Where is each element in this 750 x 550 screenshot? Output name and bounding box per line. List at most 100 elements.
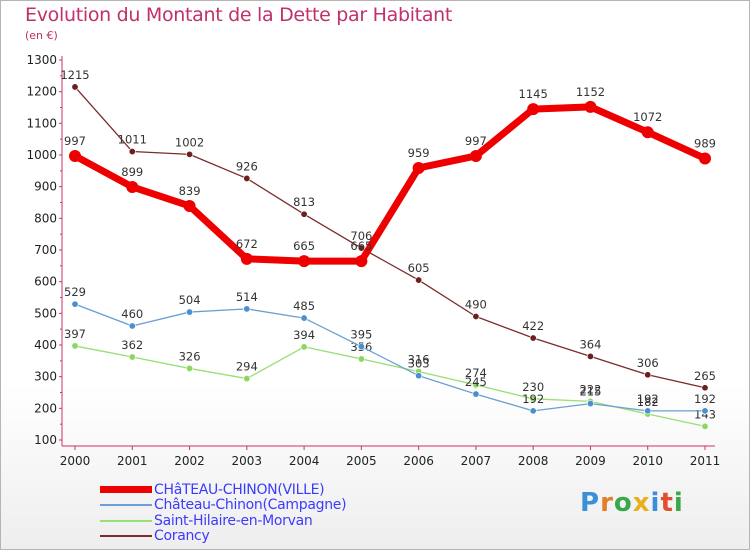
- data-point: [472, 312, 480, 320]
- y-tick-label: 400: [34, 338, 57, 352]
- x-tick-label: 2007: [461, 454, 492, 468]
- data-point: [469, 149, 482, 162]
- data-point: [355, 255, 368, 268]
- data-label: 989: [694, 136, 716, 150]
- data-label: 192: [522, 392, 544, 406]
- data-label: 997: [64, 134, 86, 148]
- data-label: 303: [408, 357, 430, 371]
- data-label: 395: [350, 328, 372, 342]
- data-point: [243, 305, 251, 313]
- data-point: [71, 83, 79, 91]
- x-tick-label: 2003: [232, 454, 263, 468]
- data-point: [472, 381, 480, 389]
- data-label: 316: [408, 353, 430, 367]
- data-point: [128, 148, 136, 156]
- data-label: 1072: [633, 110, 662, 124]
- logo-letter: i: [650, 488, 661, 518]
- data-label: 529: [64, 285, 86, 299]
- data-label: 215: [579, 385, 601, 399]
- logo-letter: i: [673, 488, 684, 518]
- x-tick-label: 2001: [117, 454, 148, 468]
- data-label: 1011: [118, 133, 147, 147]
- data-label: 1002: [175, 135, 204, 149]
- data-point: [243, 174, 251, 182]
- y-tick-label: 800: [34, 211, 57, 225]
- data-point: [243, 375, 251, 383]
- data-label: 926: [236, 159, 258, 173]
- data-label: 265: [694, 369, 716, 383]
- x-tick-label: 2000: [60, 454, 91, 468]
- data-point: [644, 407, 652, 415]
- data-point: [586, 400, 594, 408]
- legend-label: CHâTEAU-CHINON(VILLE): [154, 481, 325, 498]
- legend-item: Château-Chinon(Campagne): [100, 497, 347, 514]
- data-label: 182: [637, 395, 659, 409]
- logo-letter: x: [632, 488, 651, 518]
- data-point: [357, 244, 365, 252]
- data-label: 605: [408, 261, 430, 275]
- legend-swatch: [100, 504, 152, 507]
- data-point: [472, 390, 480, 398]
- series-line-0: [71, 103, 709, 265]
- y-tick-label: 1300: [26, 53, 57, 67]
- data-label: 364: [579, 337, 601, 351]
- data-point: [412, 161, 425, 174]
- data-label: 665: [350, 239, 372, 253]
- data-point: [529, 407, 537, 415]
- y-tick-label: 300: [34, 370, 57, 384]
- proxiti-logo: Proxiti: [580, 488, 684, 518]
- chart-legend: CHâTEAU-CHINON(VILLE) Château-Chinon(Camp…: [100, 482, 347, 544]
- legend-label: Saint-Hilaire-en-Morvan: [154, 512, 313, 529]
- data-point: [357, 355, 365, 363]
- data-point: [586, 352, 594, 360]
- data-point: [240, 252, 253, 265]
- y-tick-label: 600: [34, 275, 57, 289]
- data-point: [701, 407, 709, 415]
- data-label: 959: [408, 146, 430, 160]
- data-point: [527, 103, 540, 116]
- data-label: 460: [121, 307, 143, 321]
- data-point: [128, 353, 136, 361]
- data-point: [701, 384, 709, 392]
- data-point: [71, 342, 79, 350]
- series-line-3: [74, 86, 706, 389]
- data-label: 839: [179, 184, 201, 198]
- legend-swatch: [100, 486, 152, 494]
- data-point: [71, 300, 79, 308]
- chart-title: Evolution du Montant de la Dette par Hab…: [25, 4, 453, 26]
- logo-letter: r: [600, 488, 614, 518]
- x-tick-label: 2010: [632, 454, 663, 468]
- data-label: 1215: [60, 68, 89, 82]
- data-point: [298, 255, 311, 268]
- y-tick-label: 500: [34, 306, 57, 320]
- y-tick-label: 1000: [26, 148, 57, 162]
- data-point: [128, 322, 136, 330]
- legend-swatch: [100, 535, 152, 538]
- data-label: 245: [465, 375, 487, 389]
- data-label: 192: [637, 392, 659, 406]
- data-point: [300, 210, 308, 218]
- data-point: [186, 150, 194, 158]
- y-tick-label: 1200: [26, 85, 57, 99]
- data-point: [529, 334, 537, 342]
- data-point: [641, 126, 654, 139]
- legend-item: CHâTEAU-CHINON(VILLE): [100, 482, 346, 498]
- y-tick-label: 200: [34, 401, 57, 415]
- data-label: 294: [236, 360, 258, 374]
- x-tick-label: 2005: [346, 454, 377, 468]
- data-label: 1152: [576, 85, 605, 99]
- legend-label: Château-Chinon(Campagne): [154, 497, 347, 514]
- y-tick-label: 700: [34, 243, 57, 257]
- legend-item: Corancy: [100, 528, 346, 544]
- x-tick-label: 2004: [289, 454, 320, 468]
- y-tick-label: 100: [34, 433, 57, 447]
- legend-swatch: [100, 519, 152, 522]
- data-point: [701, 422, 709, 430]
- data-label: 899: [121, 165, 143, 179]
- data-label: 504: [179, 293, 201, 307]
- data-point: [415, 372, 423, 380]
- chart-subtitle: (en €): [25, 29, 58, 42]
- data-point: [644, 371, 652, 379]
